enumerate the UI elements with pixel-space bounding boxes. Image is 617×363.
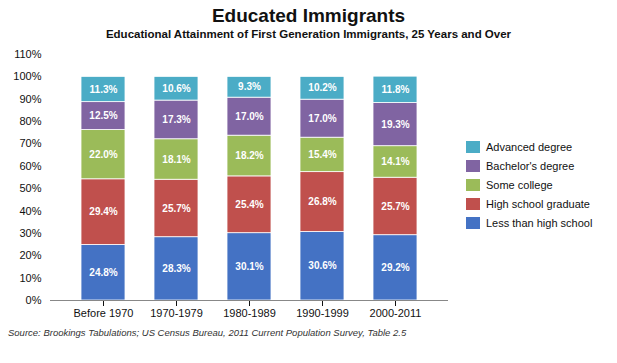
- svg-text:2000-2011: 2000-2011: [370, 307, 422, 319]
- svg-text:30%: 30%: [19, 227, 41, 239]
- svg-text:11.8%: 11.8%: [382, 84, 410, 95]
- svg-text:10.2%: 10.2%: [308, 82, 336, 93]
- html-text:Source: Brookings Tabulations;: Source: Brookings Tabulations; US Census…: [8, 327, 407, 338]
- html-text:Advanced degree: Advanced degree: [486, 141, 573, 153]
- svg-text:20%: 20%: [19, 249, 41, 261]
- svg-text:50%: 50%: [19, 182, 41, 194]
- svg-text:1970-1979: 1970-1979: [150, 307, 203, 319]
- svg-text:70%: 70%: [19, 137, 41, 149]
- svg-text:18.1%: 18.1%: [162, 154, 190, 165]
- svg-text:26.8%: 26.8%: [308, 196, 336, 207]
- svg-text:22.0%: 22.0%: [89, 149, 117, 160]
- svg-text:40%: 40%: [19, 205, 41, 217]
- svg-text:90%: 90%: [19, 93, 41, 105]
- svg-text:25.7%: 25.7%: [162, 203, 190, 214]
- svg-text:17.0%: 17.0%: [308, 113, 336, 124]
- svg-text:110%: 110%: [14, 48, 42, 60]
- svg-text:25.4%: 25.4%: [235, 199, 263, 210]
- svg-text:28.3%: 28.3%: [162, 263, 190, 274]
- svg-text:100%: 100%: [13, 70, 41, 82]
- svg-text:9.3%: 9.3%: [238, 81, 261, 92]
- svg-text:14.1%: 14.1%: [381, 156, 409, 167]
- svg-text:19.3%: 19.3%: [381, 119, 409, 130]
- svg-text:10%: 10%: [19, 272, 41, 284]
- svg-text:29.2%: 29.2%: [381, 262, 409, 273]
- svg-text:Before 1970: Before 1970: [74, 307, 134, 319]
- svg-text:18.2%: 18.2%: [235, 150, 263, 161]
- svg-text:17.0%: 17.0%: [235, 111, 263, 122]
- svg-text:12.5%: 12.5%: [89, 110, 117, 121]
- svg-text:10.6%: 10.6%: [162, 83, 190, 94]
- svg-text:60%: 60%: [19, 160, 41, 172]
- svg-text:11.3%: 11.3%: [90, 84, 118, 95]
- svg-text:1980-1989: 1980-1989: [223, 307, 276, 319]
- svg-text:1990-1999: 1990-1999: [296, 307, 349, 319]
- svg-text:15.4%: 15.4%: [308, 149, 336, 160]
- svg-text:25.7%: 25.7%: [381, 201, 409, 212]
- html-text:Educational Attainment of Firs: Educational Attainment of First Generati…: [105, 28, 512, 40]
- html-text:Bachelor's degree: Bachelor's degree: [486, 160, 575, 172]
- svg-text:30.6%: 30.6%: [308, 260, 336, 271]
- svg-text:17.3%: 17.3%: [162, 114, 190, 125]
- svg-text:30.1%: 30.1%: [235, 261, 263, 272]
- html-text:Some college: Some college: [486, 179, 553, 191]
- html-text:High school graduate: High school graduate: [486, 198, 590, 210]
- svg-text:80%: 80%: [19, 115, 41, 127]
- svg-text:24.8%: 24.8%: [89, 267, 117, 278]
- html-text:Less than high school: Less than high school: [486, 217, 593, 229]
- html-text:Educated Immigrants: Educated Immigrants: [211, 5, 406, 26]
- svg-text:0%: 0%: [26, 294, 42, 306]
- svg-text:29.4%: 29.4%: [89, 206, 117, 217]
